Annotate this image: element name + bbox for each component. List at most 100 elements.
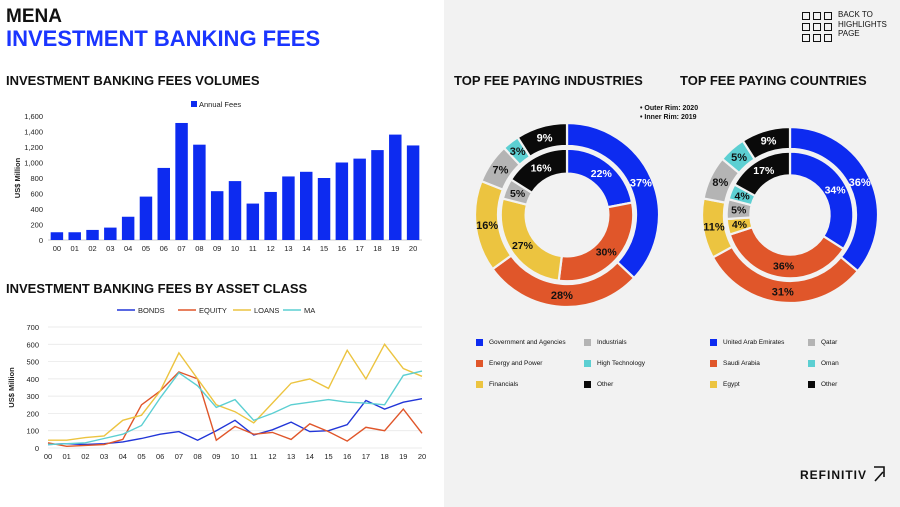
x-tick-label: 16	[343, 452, 351, 461]
slice-label: 9%	[761, 136, 777, 148]
y-tick-label: 500	[26, 358, 39, 367]
x-tick-label: 09	[213, 244, 221, 253]
y-tick-label: 1,400	[24, 128, 43, 137]
volumes-section-title: INVESTMENT BANKING FEES VOLUMES	[6, 73, 260, 88]
x-tick-label: 02	[88, 244, 96, 253]
legend-swatch	[191, 101, 197, 107]
donut-slice	[509, 147, 569, 195]
x-tick-label: 19	[391, 244, 399, 253]
asset-class-section-title: INVESTMENT BANKING FEES BY ASSET CLASS	[6, 281, 308, 296]
bar	[246, 203, 260, 240]
legend-swatch	[710, 381, 717, 388]
x-tick-label: 07	[175, 452, 183, 461]
slice-label: 22%	[591, 168, 613, 180]
slice-label: 9%	[537, 132, 553, 144]
slice-label: 16%	[476, 220, 498, 232]
outer-rim-note: • Outer Rim: 2020	[640, 105, 699, 112]
slice-label: 8%	[712, 177, 728, 189]
back-to-highlights-button[interactable]: BACK TO HIGHLIGHTS PAGE	[802, 10, 887, 42]
slice-label: 16%	[531, 162, 553, 174]
legend-swatch	[476, 339, 483, 346]
legend-label: BONDS	[138, 306, 165, 315]
legend-label: Industrials	[597, 339, 627, 346]
x-tick-label: 02	[81, 452, 89, 461]
donut-slice	[732, 150, 792, 198]
bar	[104, 227, 117, 240]
region-label: MENA	[6, 6, 62, 27]
rim-note: • Outer Rim: 2020 • Inner Rim: 2019	[640, 104, 698, 122]
bar	[121, 216, 135, 240]
x-tick-label: 10	[231, 452, 239, 461]
legend-item: Egypt	[710, 381, 740, 388]
slice-label: 11%	[703, 222, 725, 234]
y-axis-label: US$ Million	[7, 367, 16, 408]
inner-rim-note: • Inner Rim: 2019	[640, 114, 697, 121]
industries-section-title: TOP FEE PAYING INDUSTRIES	[454, 73, 643, 88]
slice-label: 5%	[510, 188, 526, 200]
legend-label: United Arab Emirates	[723, 339, 785, 346]
y-tick-label: 600	[26, 340, 39, 349]
legend-swatch	[710, 360, 717, 367]
bar	[139, 196, 153, 240]
bar	[68, 232, 81, 240]
legend-item: Qatar	[808, 339, 837, 346]
y-tick-label: 200	[30, 221, 43, 230]
series-line-equity	[47, 371, 423, 448]
legend-label: LOANS	[254, 306, 279, 315]
bar	[175, 122, 188, 240]
legend-item: High Technology	[584, 360, 645, 367]
bar	[228, 181, 242, 240]
x-tick-label: 12	[266, 244, 274, 253]
legend-swatch	[808, 381, 815, 388]
bar	[300, 171, 313, 240]
legend-label: Egypt	[723, 381, 740, 388]
x-tick-label: 20	[409, 244, 417, 253]
x-tick-label: 03	[106, 244, 114, 253]
x-tick-label: 13	[284, 244, 292, 253]
series-line-ma	[47, 370, 423, 446]
slice-label: 27%	[512, 240, 534, 252]
x-tick-label: 09	[212, 452, 220, 461]
slice-label: 36%	[849, 177, 871, 189]
y-tick-label: 400	[30, 205, 43, 214]
y-tick-label: 1,200	[24, 143, 43, 152]
y-tick-label: 0	[39, 236, 43, 245]
back-label: BACK TO HIGHLIGHTS PAGE	[838, 10, 887, 38]
legend-label: Financials	[489, 381, 519, 388]
y-tick-label: 1,600	[24, 112, 43, 121]
y-tick-label: 600	[30, 190, 43, 199]
y-tick-label: 800	[30, 174, 43, 183]
legend-item: Other	[808, 381, 837, 388]
y-tick-label: 700	[26, 323, 39, 332]
brand-logo: REFINITIV	[800, 466, 886, 482]
x-tick-label: 05	[137, 452, 145, 461]
x-tick-label: 16	[338, 244, 346, 253]
legend-item: Energy and Power	[476, 360, 542, 367]
slice-label: 5%	[731, 152, 747, 164]
slice-label: 3%	[510, 146, 526, 158]
x-tick-label: 17	[355, 244, 363, 253]
y-tick-label: 0	[35, 444, 39, 453]
slice-label: 4%	[735, 191, 751, 203]
bar	[210, 191, 224, 240]
bar	[86, 229, 99, 240]
legend-item: Financials	[476, 381, 518, 388]
legend-label: High Technology	[597, 360, 645, 367]
legend-swatch	[476, 381, 483, 388]
x-tick-label: 15	[320, 244, 328, 253]
x-tick-label: 19	[399, 452, 407, 461]
x-tick-label: 01	[71, 244, 79, 253]
slice-label: 37%	[630, 178, 652, 190]
legend-swatch	[710, 339, 717, 346]
legend-item: Oman	[808, 360, 839, 367]
bar	[317, 178, 331, 240]
slice-label: 28%	[551, 290, 573, 302]
x-tick-label: 12	[268, 452, 276, 461]
x-tick-label: 05	[142, 244, 150, 253]
legend-label: Energy and Power	[489, 360, 543, 367]
x-tick-label: 11	[250, 452, 258, 461]
series-line-loans	[48, 343, 423, 441]
bar	[353, 158, 366, 240]
y-tick-label: 400	[26, 375, 39, 384]
legend-swatch	[808, 360, 815, 367]
